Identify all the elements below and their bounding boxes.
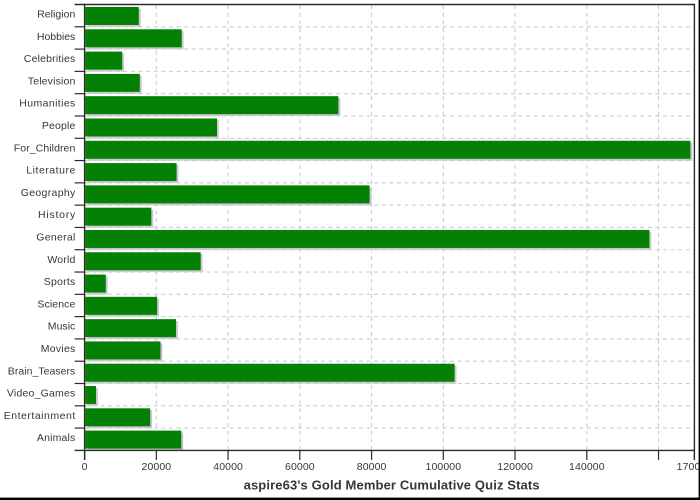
svg-text:Celebrities: Celebrities: [24, 53, 76, 65]
svg-text:0: 0: [82, 461, 88, 473]
svg-text:Literature: Literature: [26, 165, 75, 177]
svg-text:Science: Science: [37, 298, 75, 310]
svg-text:Brain_Teasers: Brain_Teasers: [8, 365, 76, 377]
svg-text:140000: 140000: [569, 461, 605, 473]
svg-text:Music: Music: [48, 321, 76, 333]
svg-text:Hobbies: Hobbies: [37, 31, 75, 43]
svg-text:Animals: Animals: [37, 432, 75, 444]
svg-text:20000: 20000: [142, 461, 172, 473]
svg-text:100000: 100000: [426, 461, 462, 473]
svg-text:Television: Television: [28, 75, 76, 87]
svg-text:For_Children: For_Children: [14, 142, 76, 154]
svg-text:Movies: Movies: [41, 343, 76, 355]
svg-text:Humanities: Humanities: [19, 98, 75, 110]
svg-text:aspire63's Gold Member Cumulat: aspire63's Gold Member Cumulative Quiz S…: [244, 477, 540, 492]
svg-text:Sports: Sports: [44, 276, 76, 288]
svg-text:60000: 60000: [285, 461, 315, 473]
svg-text:80000: 80000: [357, 461, 387, 473]
svg-text:People: People: [42, 120, 76, 132]
svg-text:General: General: [36, 232, 75, 244]
svg-text:Entertainment: Entertainment: [4, 410, 76, 422]
svg-text:120000: 120000: [497, 461, 533, 473]
svg-text:170000: 170000: [677, 461, 700, 473]
svg-text:40000: 40000: [213, 461, 243, 473]
svg-text:Video_Games: Video_Games: [7, 388, 75, 400]
svg-text:History: History: [38, 209, 76, 221]
svg-text:World: World: [47, 254, 75, 266]
svg-text:Geography: Geography: [21, 187, 76, 199]
svg-text:Religion: Religion: [37, 9, 75, 21]
